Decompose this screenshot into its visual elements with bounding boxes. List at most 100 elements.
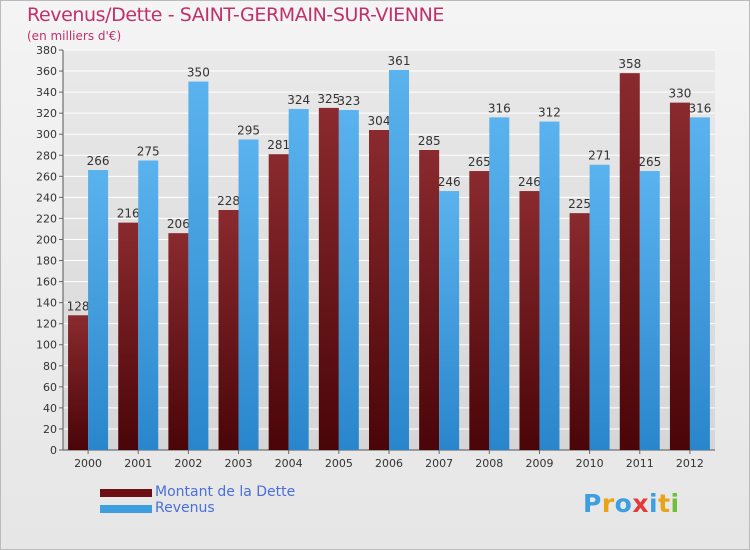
legend-swatch-revenus [100,505,152,513]
data-label: 206 [167,217,190,231]
bar-revenus [138,160,159,451]
bar-revenus [338,110,359,450]
y-tick-label: 0 [50,444,57,457]
x-tick-label: 2003 [225,457,253,470]
data-label: 271 [588,149,611,163]
bar-dette [669,102,690,450]
y-tick-label: 340 [36,86,57,99]
data-label: 295 [237,123,260,137]
x-tick-label: 2005 [325,457,353,470]
data-label: 266 [87,154,110,168]
data-label: 324 [287,93,310,107]
x-tick-label: 2004 [275,457,303,470]
y-tick-label: 200 [36,233,57,246]
y-tick-label: 320 [36,107,57,120]
bar-dette [118,222,139,450]
data-label: 285 [418,134,441,148]
bar-revenus [639,171,660,451]
chart-subtitle: (en milliers d'€) [27,29,122,43]
data-label: 361 [388,54,411,68]
bar-revenus [589,164,610,450]
bar-dette [168,233,189,450]
bar-revenus [389,70,409,450]
bar-dette [569,213,590,450]
y-tick-label: 300 [36,128,57,141]
bar-dette [268,154,289,451]
data-label: 128 [67,299,90,313]
y-tick-label: 40 [43,402,57,415]
x-tick-label: 2009 [525,457,553,470]
data-label: 358 [618,57,641,71]
data-label: 228 [217,194,240,208]
data-label: 216 [117,207,140,221]
legend-label-revenus: Revenus [155,500,215,516]
y-tick-label: 60 [43,381,57,394]
y-tick-label: 120 [36,318,57,331]
bar-dette [469,171,490,451]
bar-dette [369,130,389,450]
bar-revenus [689,117,710,451]
x-tick-label: 2000 [74,457,102,470]
x-tick-label: 2002 [174,457,202,470]
data-label: 304 [368,114,391,128]
data-label: 265 [468,155,491,169]
logo-letter: i [649,489,659,518]
chart-title: Revenus/Dette - SAINT-GERMAIN-SUR-VIENNE [27,4,445,26]
y-tick-label: 380 [36,44,57,57]
data-label: 325 [317,92,340,106]
data-label: 312 [538,106,561,120]
data-label: 275 [137,145,160,159]
data-label: 225 [568,197,591,211]
y-tick-label: 360 [36,65,57,78]
bar-dette [519,191,540,451]
y-tick-label: 220 [36,212,57,225]
x-tick-label: 2012 [676,457,704,470]
y-tick-label: 140 [36,297,57,310]
y-tick-label: 100 [36,339,57,352]
bar-dette [318,107,339,450]
logo-letter: P [583,489,602,518]
y-tick-label: 20 [43,423,57,436]
bar-dette [419,150,440,450]
bar-dette [619,73,640,450]
data-label: 316 [688,101,711,115]
data-label: 265 [638,155,661,169]
logo-letter: o [614,489,633,518]
y-tick-label: 160 [36,276,57,289]
logo-letter: i [670,489,680,518]
bar-revenus [439,191,460,451]
x-tick-label: 2007 [425,457,453,470]
y-tick-label: 260 [36,170,57,183]
proxiti-logo: Proxiti [583,489,680,518]
data-label: 246 [438,175,461,189]
y-tick-label: 280 [36,149,57,162]
legend-swatch-dette [100,489,152,497]
data-label: 281 [267,138,290,152]
bar-revenus [288,108,309,451]
data-label: 330 [668,87,691,101]
logo-letter: r [601,489,615,518]
x-tick-label: 2010 [576,457,604,470]
logo-letter: t [658,489,671,518]
x-tick-label: 2011 [626,457,654,470]
bar-revenus [539,121,560,450]
logo-letter: x [632,489,649,518]
x-tick-label: 2006 [375,457,403,470]
bar-revenus [238,139,259,450]
y-tick-label: 180 [36,255,57,268]
bar-revenus [489,117,510,451]
data-label: 316 [488,101,511,115]
y-tick-label: 240 [36,191,57,204]
data-label: 246 [518,175,541,189]
data-label: 350 [187,66,210,80]
bar-dette [68,315,89,450]
data-label: 323 [337,94,360,108]
legend-label-dette: Montant de la Dette [155,484,296,500]
x-tick-label: 2008 [475,457,503,470]
y-tick-label: 80 [43,360,57,373]
bar-revenus [188,81,209,450]
bar-revenus [88,170,109,450]
bar-dette [218,210,239,450]
x-tick-label: 2001 [124,457,152,470]
